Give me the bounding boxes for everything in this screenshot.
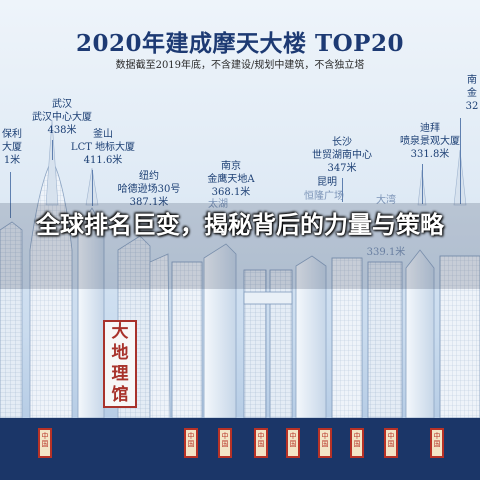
flag-badge: 中国 — [318, 428, 332, 458]
building-shape-16 — [45, 119, 59, 206]
building-label-8: 南金 32 — [465, 75, 479, 112]
label-stem — [52, 140, 53, 160]
building-label-9b: 恒隆广场 — [304, 191, 344, 202]
building-label-11: 大湾 — [376, 195, 396, 206]
building-label-10: 339.1米 — [366, 247, 406, 258]
building-label-9: 昆明 — [317, 177, 337, 188]
label-stem — [92, 170, 93, 206]
label-stem — [10, 172, 11, 218]
chart-title: 2020年建成摩天大楼 TOP20 — [76, 30, 404, 57]
flag-badge: 中国 — [286, 428, 300, 458]
label-stem — [460, 118, 461, 204]
building-shape-14 — [405, 249, 435, 419]
building-label-4: 纽约 哈德逊场30号 387.1米 — [117, 171, 181, 208]
base-band — [0, 418, 480, 480]
building-label-1: 保利 大厦 1米 — [2, 129, 22, 166]
label-stem — [342, 178, 343, 202]
flag-badge: 中国 — [38, 428, 52, 458]
building-label-3: 釜山 LCT 地标大厦 411.6米 — [70, 129, 136, 166]
building-shape-1 — [0, 221, 23, 419]
flag-badge: 中国 — [218, 428, 232, 458]
flag-badge: 中国 — [430, 428, 444, 458]
flag-badge: 中国 — [350, 428, 364, 458]
building-label-5: 南京 金鹰天地A 368.1米 — [207, 161, 255, 198]
building-label-6: 长沙 世贸湖南中心 347米 — [312, 137, 372, 174]
building-shape-12 — [331, 257, 363, 419]
building-shape-11 — [295, 255, 327, 419]
flag-badge: 中国 — [184, 428, 198, 458]
chart-subtitle: 数据截至2019年底，不含建设/规划中建筑，不含独立塔 — [115, 60, 365, 71]
vertical-sign: 大 地 理 馆 — [103, 320, 137, 408]
building-shape-6 — [171, 261, 203, 419]
building-shape-13 — [367, 261, 403, 419]
headline-banner — [0, 203, 480, 289]
building-label-2: 武汉 武汉中心大厦 438米 — [32, 99, 92, 136]
building-shape-10 — [243, 291, 293, 305]
building-label-7: 迪拜 喷泉景观大厦 331.8米 — [400, 123, 460, 160]
flag-badge: 中国 — [254, 428, 268, 458]
label-stem — [422, 164, 423, 204]
building-label-10b: 太湖 — [208, 199, 228, 210]
building-shape-7 — [203, 243, 237, 419]
headline-text: 全球排名巨变，揭秘背后的力量与策略 — [36, 211, 444, 239]
flag-badge: 中国 — [384, 428, 398, 458]
